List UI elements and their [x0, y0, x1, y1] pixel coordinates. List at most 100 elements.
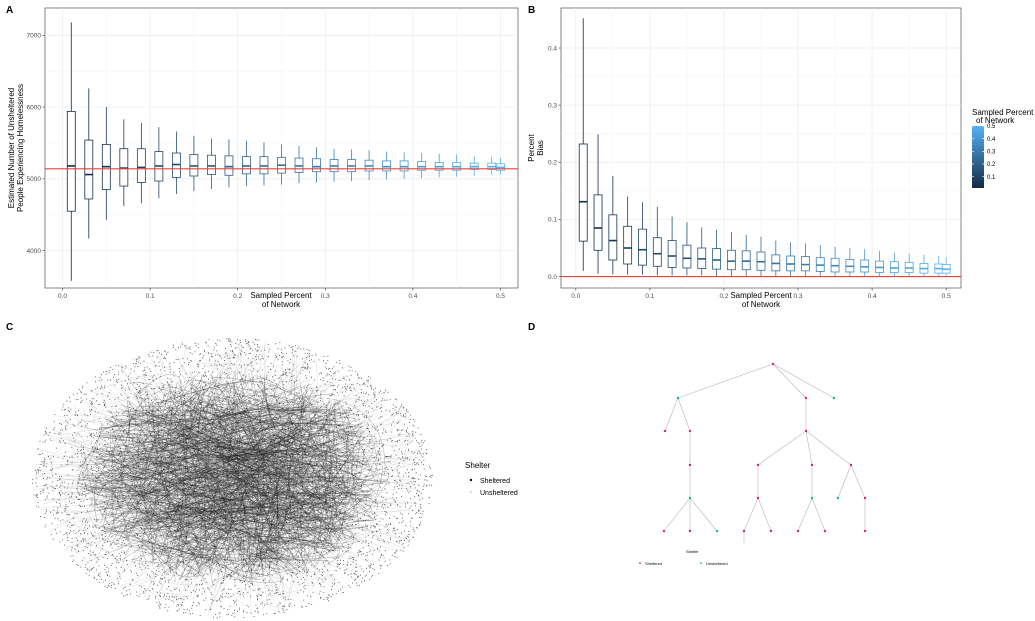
panel-c-legend-sheltered-label: Sheltered [480, 478, 510, 485]
tree-edge [664, 397, 679, 432]
box-body [741, 250, 751, 271]
tree-node [688, 496, 692, 500]
box-4 [136, 122, 146, 204]
box-16 [347, 149, 356, 182]
box-body [136, 148, 146, 183]
tree-node [836, 496, 840, 500]
box-18 [382, 151, 392, 180]
box-body [578, 143, 588, 242]
panel-d-legend-sheltered-label: Sheltered [645, 561, 662, 566]
y-tick-label: 7000 [27, 33, 42, 40]
network-edge-set [76, 369, 389, 587]
tree-edge [757, 430, 807, 466]
box-20 [417, 153, 427, 179]
y-tick-label: 0.3 [548, 102, 557, 109]
box-12 [277, 144, 286, 185]
box-22 [904, 253, 914, 276]
box-body [860, 259, 870, 273]
box-24 [487, 156, 497, 176]
box-body [682, 244, 692, 269]
x-tick-label: 0.3 [794, 293, 803, 300]
panel-b-legend-ticks: 0.1 0.2 0.3 0.4 0.5 [972, 124, 996, 181]
panel-d-tree-edges [663, 363, 866, 543]
tree-node [688, 429, 692, 433]
x-tick-label: 0.3 [321, 293, 330, 300]
tree-node [863, 496, 867, 500]
box-body [312, 158, 321, 173]
tree-edge [663, 497, 691, 532]
box-23 [469, 155, 479, 176]
panel-a-y-axis-title-line1: Estimated Number of Unsheltered [7, 88, 16, 209]
tree-node [823, 529, 827, 533]
panel-c-label: C [6, 322, 13, 333]
box-0 [578, 18, 588, 271]
panel-d-legend-unsheltered-key [700, 562, 702, 564]
legend-tick-label: 0.4 [987, 137, 996, 143]
box-body [667, 240, 677, 268]
box-body [593, 194, 603, 251]
panel-a-y-ticks: 4000 5000 6000 7000 [27, 33, 45, 255]
panel-d-tree: Shelter Sheltered Unsheltered [639, 362, 867, 566]
x-tick-label: 0.1 [645, 293, 654, 300]
panel-b-y-ticks: 0.0 0.1 0.2 0.3 0.4 [548, 45, 561, 281]
box-6 [667, 216, 677, 276]
tree-edge [850, 464, 866, 499]
tree-edge [743, 497, 759, 532]
tree-edge [689, 497, 718, 532]
x-tick-label: 0.5 [942, 293, 951, 300]
tree-node [810, 496, 814, 500]
box-20 [875, 250, 884, 276]
panel-d-tree-nodes [662, 362, 867, 533]
panel-b-x-axis-title-line1: Sampled Percent [730, 291, 792, 300]
box-15 [801, 243, 810, 276]
tree-edge [677, 363, 774, 399]
tree-node [804, 429, 808, 433]
panel-b-grid [561, 8, 961, 288]
tree-edge [772, 363, 807, 399]
x-tick-label: 0.4 [868, 293, 877, 300]
tree-node [663, 429, 667, 433]
tree-node [796, 529, 800, 533]
tree-edge [677, 397, 691, 432]
tree-edge [757, 497, 772, 532]
panel-c-legend-title: Shelter [465, 461, 491, 470]
box-22 [452, 154, 462, 177]
panel-d-legend: Shelter Sheltered Unsheltered [639, 549, 728, 566]
box-13 [294, 145, 304, 184]
tree-node [756, 463, 760, 467]
box-11 [259, 142, 269, 186]
box-5 [154, 127, 164, 199]
panel-c-legend: Shelter Sheltered Unsheltered [465, 461, 518, 497]
network-edge-set-outer [34, 339, 429, 617]
box-1 [84, 88, 94, 239]
panel-d-legend-sheltered-key [639, 562, 641, 564]
tree-node [742, 529, 746, 533]
panel-c-network-nodes [32, 338, 433, 619]
box-7 [682, 222, 692, 276]
y-tick-label: 0.4 [548, 45, 557, 52]
box-14 [312, 147, 321, 183]
box-body [84, 139, 94, 200]
box-6 [171, 131, 181, 194]
tree-edge [805, 430, 813, 466]
panel-c-network: Shelter Sheltered Unsheltered [32, 338, 518, 619]
tree-node [832, 396, 836, 400]
tree-node [810, 463, 814, 467]
box-10 [242, 140, 251, 187]
box-7 [189, 135, 199, 192]
tree-node [688, 463, 692, 467]
box-body [66, 110, 76, 212]
x-tick-label: 0.1 [146, 293, 155, 300]
box-12 [756, 236, 766, 276]
box-0 [66, 22, 76, 281]
tree-edge [772, 363, 835, 399]
panel-c-legend-unsheltered-label: Unsheltered [480, 490, 518, 497]
legend-tick-label: 0.3 [987, 150, 996, 156]
box-body [638, 228, 647, 266]
network-node-set [32, 338, 433, 619]
tree-node [771, 362, 775, 366]
box-8 [697, 227, 707, 276]
panel-a-boxes [66, 22, 505, 281]
box-body [623, 225, 633, 265]
